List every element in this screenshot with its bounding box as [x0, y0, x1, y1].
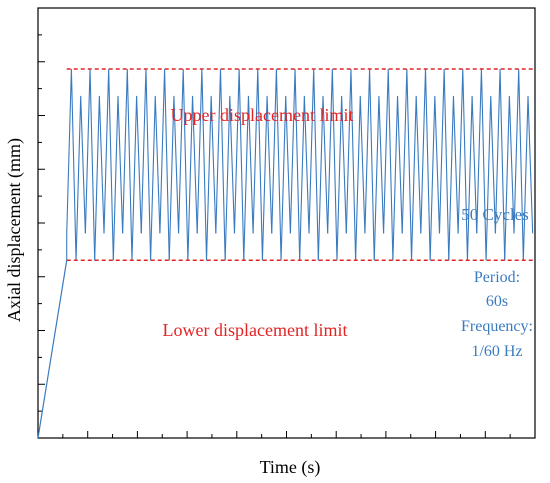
cycle-37 [401, 69, 413, 261]
cycle-49 [513, 69, 524, 261]
limit-lines [66, 68, 533, 261]
cycle-48 [504, 95, 515, 261]
cycle-2 [75, 95, 86, 261]
cycles-annotation: 50 Cycles [461, 205, 529, 224]
cycle-9 [140, 69, 152, 261]
frequency-label: Frequency: [461, 318, 533, 335]
cycle-25 [289, 69, 301, 261]
axis-ticks [38, 34, 511, 438]
cycle-20 [243, 95, 254, 261]
cycle-12 [168, 95, 180, 261]
cycle-21 [252, 69, 263, 261]
x-axis-label: Time (s) [260, 457, 321, 478]
frequency-value: 1/60 Hz [471, 343, 522, 360]
cycle-16 [205, 95, 217, 261]
cycle-15 [196, 69, 208, 261]
cycle-24 [280, 95, 291, 261]
cycle-8 [131, 95, 142, 261]
cycle-17 [215, 69, 226, 261]
cycle-14 [187, 95, 198, 261]
cycle-38 [410, 95, 422, 261]
cycle-30 [336, 95, 347, 261]
cycle-27 [308, 69, 319, 261]
cycle-18 [224, 95, 236, 261]
cycle-1 [66, 69, 77, 261]
cycle-36 [392, 95, 403, 261]
cycle-6 [112, 95, 124, 261]
cycle-50 [522, 95, 534, 261]
cycle-23 [271, 69, 282, 261]
cycle-32 [355, 95, 366, 261]
cycle-43 [457, 69, 468, 261]
cycle-40 [429, 95, 441, 261]
cycle-44 [466, 95, 478, 261]
cycle-5 [103, 69, 114, 261]
lower-limit-annotation: Lower displacement limit [163, 320, 348, 340]
cycle-34 [373, 95, 385, 261]
cycle-33 [364, 69, 375, 261]
cycle-42 [448, 95, 459, 261]
cycle-19 [233, 69, 245, 261]
period-label: Period: [474, 269, 520, 286]
cycle-41 [438, 69, 450, 261]
cycle-22 [261, 95, 273, 261]
ramp-line [37, 260, 68, 439]
cycle-28 [317, 95, 329, 261]
cycle-35 [383, 69, 394, 261]
cycle-46 [485, 95, 496, 261]
period-value: 60s [486, 293, 508, 310]
upper-limit-annotation: Upper displacement limit [171, 105, 354, 125]
cycle-39 [420, 69, 431, 261]
cycle-4 [94, 95, 105, 261]
cycle-7 [122, 69, 133, 261]
cycle-13 [178, 69, 189, 261]
cycle-47 [494, 69, 506, 261]
cycle-10 [150, 95, 161, 261]
cycle-3 [84, 69, 96, 261]
cycle-31 [345, 69, 357, 261]
cycle-29 [327, 69, 338, 261]
y-axis-label: Axial displacement (mm) [4, 138, 25, 322]
cycle-11 [159, 69, 170, 261]
cycle-45 [476, 69, 487, 261]
cycle-26 [299, 95, 310, 261]
